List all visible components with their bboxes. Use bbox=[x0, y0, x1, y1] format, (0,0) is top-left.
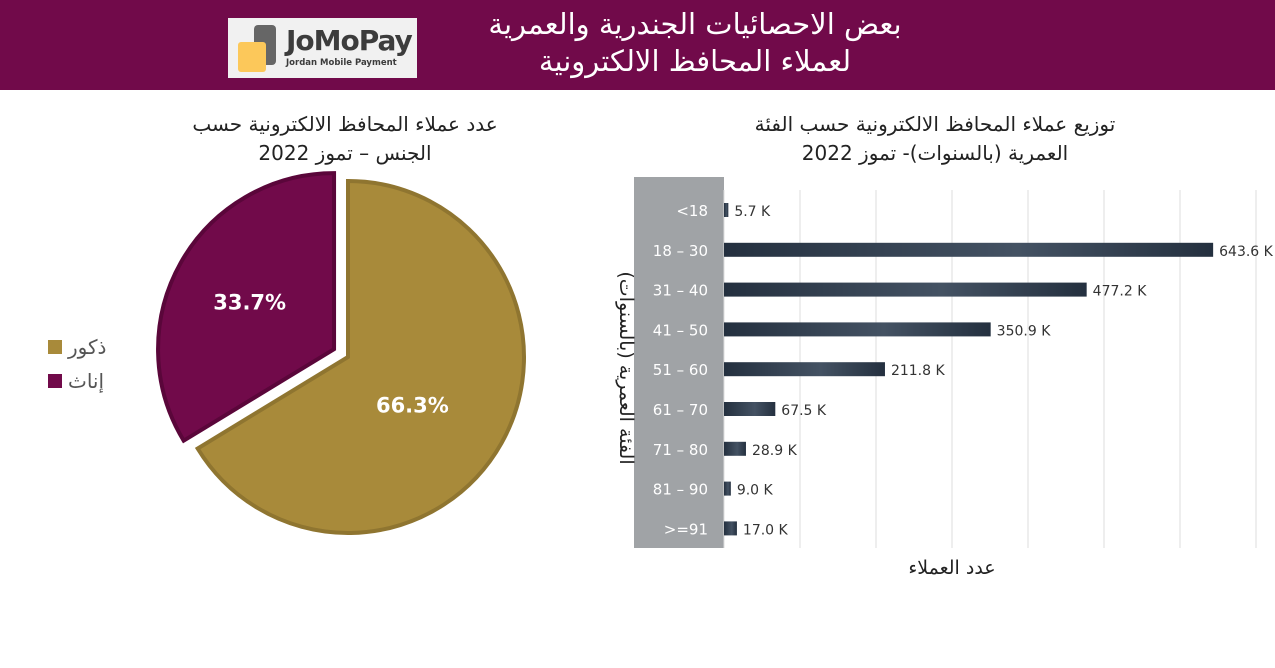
category-label: 81 – 90 bbox=[653, 481, 708, 499]
bar-4 bbox=[724, 362, 885, 377]
bar-value-label: 350.9 K bbox=[997, 323, 1052, 339]
bar-value-label: 5.7 K bbox=[734, 204, 771, 220]
legend-item-female: إناث bbox=[48, 364, 106, 398]
bar-value-label: 67.5 K bbox=[781, 403, 827, 419]
category-label: 31 – 40 bbox=[653, 282, 708, 300]
legend-swatch bbox=[48, 340, 62, 354]
bar-0 bbox=[724, 203, 729, 217]
title-line-1: بعض الاحصائيات الجندرية والعمرية bbox=[488, 7, 902, 41]
wallet-icon bbox=[238, 42, 266, 72]
bar-title-line-1: توزيع عملاء المحافظ الالكترونية حسب الفئ… bbox=[754, 112, 1116, 136]
pie-title: عدد عملاء المحافظ الالكترونية حسب الجنس … bbox=[110, 110, 580, 168]
pie-legend: ذكور إناث bbox=[48, 330, 106, 398]
bar-value-label: 643.6 K bbox=[1219, 244, 1274, 260]
bar-7 bbox=[724, 481, 731, 496]
bar-8 bbox=[724, 521, 737, 536]
bar-value-label: 211.8 K bbox=[891, 363, 946, 379]
pie-slice-1 bbox=[156, 171, 337, 444]
x-axis-label: عدد العملاء bbox=[908, 557, 995, 579]
legend-swatch bbox=[48, 374, 62, 388]
category-label: 41 – 50 bbox=[653, 321, 708, 339]
header-banner: JoMoPay Jordan Mobile Payment بعض الاحصا… bbox=[0, 0, 1275, 90]
category-label: <18 bbox=[676, 202, 708, 220]
bar-3 bbox=[724, 322, 991, 337]
pie-chart: 66.3% 33.7% bbox=[156, 171, 526, 535]
bar-title: توزيع عملاء المحافظ الالكترونية حسب الفئ… bbox=[680, 110, 1190, 168]
legend-item-male: ذكور bbox=[48, 330, 106, 364]
category-axis-band bbox=[634, 177, 724, 548]
bar-value-label: 477.2 K bbox=[1093, 284, 1148, 300]
legend-label: إناث bbox=[68, 369, 105, 393]
category-label: >=91 bbox=[664, 520, 708, 538]
category-label: 61 – 70 bbox=[653, 401, 708, 419]
pie-slice-0 bbox=[194, 178, 526, 535]
pie-label-0: 66.3% bbox=[376, 393, 449, 417]
logo-tagline: Jordan Mobile Payment bbox=[286, 58, 397, 68]
y-axis-label: الفئة العمرية (بالسنوات) bbox=[615, 271, 637, 464]
bar-5 bbox=[724, 402, 776, 416]
pie-title-line-1: عدد عملاء المحافظ الالكترونية حسب bbox=[192, 112, 498, 136]
jomopay-logo: JoMoPay Jordan Mobile Payment bbox=[228, 18, 417, 78]
bar-chart: <18 5.7 K 18 – 30 643.6 K 31 – 40 477.2 K 41 –… bbox=[615, 190, 1274, 579]
legend-label: ذكور bbox=[68, 335, 107, 359]
category-label: 51 – 60 bbox=[653, 361, 708, 379]
pie-title-line-2: الجنس – تموز 2022 bbox=[258, 141, 432, 165]
pie-label-1: 33.7% bbox=[213, 291, 286, 315]
logo-brand: JoMoPay bbox=[286, 24, 413, 57]
bar-title-line-2: العمرية (بالسنوات)- تموز 2022 bbox=[801, 141, 1069, 165]
bar-value-label: 9.0 K bbox=[737, 483, 774, 499]
page-title: بعض الاحصائيات الجندرية والعمرية لعملاء … bbox=[440, 6, 950, 80]
bar-value-label: 28.9 K bbox=[752, 443, 798, 459]
category-label: 18 – 30 bbox=[653, 242, 708, 260]
bar-2 bbox=[724, 282, 1087, 297]
bar-1 bbox=[724, 242, 1214, 257]
title-line-2: لعملاء المحافظ الالكترونية bbox=[538, 44, 852, 78]
bar-value-label: 17.0 K bbox=[743, 522, 789, 538]
category-label: 71 – 80 bbox=[653, 441, 708, 459]
bar-6 bbox=[724, 441, 746, 456]
